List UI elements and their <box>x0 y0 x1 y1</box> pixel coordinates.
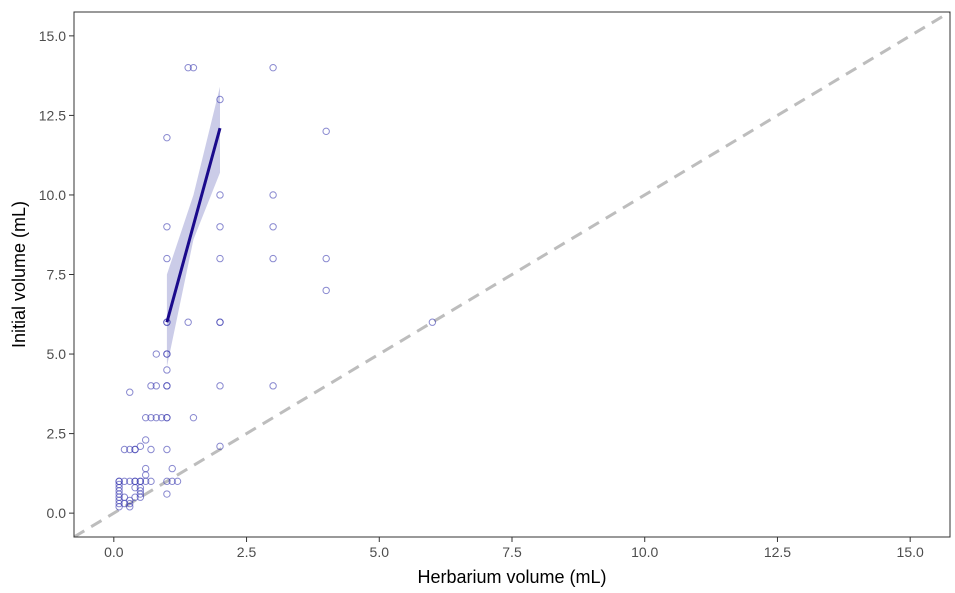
data-point <box>173 477 182 486</box>
data-point <box>136 477 145 486</box>
data-point <box>131 493 139 501</box>
data-point <box>322 254 330 263</box>
data-point <box>147 445 155 454</box>
data-point <box>216 318 224 326</box>
data-point <box>189 413 198 422</box>
data-point <box>163 350 171 358</box>
data-point <box>157 413 166 422</box>
data-point <box>163 445 171 454</box>
data-point <box>322 127 330 136</box>
data-point <box>120 445 129 454</box>
data-point <box>269 191 277 199</box>
data-point <box>126 445 134 454</box>
data-point <box>163 490 171 498</box>
data-point <box>115 480 123 489</box>
y-tick-label: 15.0 <box>39 28 66 44</box>
data-point <box>216 95 224 104</box>
y-tick-label: 10.0 <box>39 187 66 203</box>
data-point <box>120 477 129 486</box>
x-tick-label: 2.5 <box>237 544 257 560</box>
data-point <box>189 63 198 72</box>
data-point <box>216 442 224 451</box>
data-point <box>126 499 134 508</box>
data-point <box>120 493 129 501</box>
data-point <box>126 496 134 505</box>
points-layer <box>115 63 437 511</box>
fit-line-layer <box>165 127 222 323</box>
data-point <box>163 133 171 142</box>
y-tick-label: 7.5 <box>47 267 67 283</box>
data-point <box>216 223 224 231</box>
data-point <box>184 318 192 326</box>
data-point <box>147 413 155 422</box>
data-point <box>184 63 192 72</box>
data-point <box>269 63 277 72</box>
data-point <box>168 464 176 473</box>
data-point <box>131 477 139 486</box>
data-point <box>152 350 160 358</box>
data-point <box>163 382 171 390</box>
y-axis: 0.0 2.5 5.0 7.5 10.0 12.5 15.0 <box>39 28 74 521</box>
data-point <box>269 223 277 231</box>
data-point <box>216 382 224 390</box>
data-point <box>428 318 437 326</box>
fit-line <box>165 127 222 323</box>
data-point <box>163 477 171 486</box>
x-tick-label: 7.5 <box>502 544 522 560</box>
data-point <box>131 445 139 454</box>
data-point <box>216 191 224 199</box>
x-tick-label: 10.0 <box>631 544 658 560</box>
data-point <box>115 477 123 486</box>
data-point <box>126 388 134 396</box>
data-point <box>141 436 150 444</box>
x-tick-label: 15.0 <box>897 544 924 560</box>
x-tick-label: 0.0 <box>104 544 124 560</box>
data-point <box>141 413 150 422</box>
data-point <box>136 487 145 495</box>
y-tick-label: 2.5 <box>47 426 67 442</box>
data-point <box>216 254 224 263</box>
y-tick-label: 0.0 <box>47 505 67 521</box>
data-point <box>163 223 171 231</box>
data-point <box>269 254 277 263</box>
x-axis-title: Herbarium volume (mL) <box>417 567 606 587</box>
data-point <box>136 442 145 451</box>
data-point <box>141 464 150 473</box>
data-point <box>126 477 134 486</box>
data-point <box>168 477 176 486</box>
data-point <box>163 254 171 263</box>
x-tick-label: 5.0 <box>370 544 390 560</box>
data-point <box>152 382 160 390</box>
data-point <box>152 413 160 422</box>
data-point <box>269 382 277 390</box>
data-point <box>322 286 330 295</box>
data-point <box>163 413 171 422</box>
x-tick-label: 12.5 <box>764 544 791 560</box>
y-tick-label: 5.0 <box>47 346 67 362</box>
data-point <box>147 382 155 390</box>
y-axis-title: Initial volume (mL) <box>9 201 29 348</box>
x-axis: 0.0 2.5 5.0 7.5 10.0 12.5 15.0 <box>104 537 924 560</box>
data-point <box>147 477 155 486</box>
data-point <box>163 366 171 374</box>
y-tick-label: 12.5 <box>39 107 66 123</box>
